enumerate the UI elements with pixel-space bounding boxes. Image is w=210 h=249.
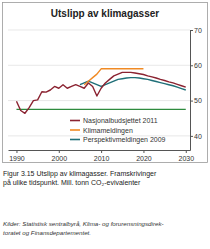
x-tick-label: 2010 xyxy=(94,155,110,162)
y-tick: 50 xyxy=(190,97,202,104)
chart: Utslipp av klimagasser 1990 2000 2010 2020 20… xyxy=(0,0,210,249)
plot-lines xyxy=(16,69,185,113)
x-axis-line xyxy=(9,150,191,151)
y-tick-mark xyxy=(190,30,193,31)
series-line xyxy=(16,109,185,110)
grid xyxy=(8,30,190,136)
y-tick-label: 50 xyxy=(194,97,202,104)
x-tick-mark xyxy=(143,150,144,153)
y-tick-label: 60 xyxy=(194,62,202,69)
series-line xyxy=(80,78,186,90)
caption: Figur 3.15 Utslipp av klimagasser. Frams… xyxy=(3,170,157,178)
y-tick: 60 xyxy=(190,62,202,69)
legend-label: Perspektivmeldingen 2009 xyxy=(83,136,166,144)
y-tick-label: 70 xyxy=(194,27,202,34)
legend-swatch xyxy=(70,139,80,141)
y-tick-label: 40 xyxy=(194,133,202,140)
x-axis: 1990 2000 2010 2020 2030 xyxy=(9,150,195,162)
x-tick-label: 2030 xyxy=(178,155,194,162)
x-tick-label: 2000 xyxy=(52,155,68,162)
y-tick: 70 xyxy=(190,27,202,34)
y-tick-mark xyxy=(190,136,193,137)
y-tick-mark xyxy=(190,101,193,102)
x-tick: 2030 xyxy=(178,150,194,162)
grid-line xyxy=(8,65,190,66)
source: Kilder: Statistisk sentralbyrå, Klima- o… xyxy=(3,220,164,227)
grid-line xyxy=(8,30,190,31)
y-tick: 40 xyxy=(190,133,202,140)
x-tick: 1990 xyxy=(9,150,25,162)
x-tick: 2000 xyxy=(52,150,68,162)
legend-label: Nasjonalbudsjettet 2011 xyxy=(83,117,158,125)
caption: på ulike tidspunkt. Mill. tonn CO₂-eviva… xyxy=(3,179,141,187)
source: toratet og Finansdepartementet. xyxy=(3,229,91,236)
y-axis: 40 50 60 70 xyxy=(190,27,202,151)
legend-label: Klimameldingen xyxy=(83,127,133,135)
x-tick-mark xyxy=(59,150,60,153)
x-tick-mark xyxy=(186,150,187,153)
y-axis-line xyxy=(190,31,191,151)
x-tick: 2020 xyxy=(136,150,152,162)
legend-swatch xyxy=(70,120,80,122)
y-tick-mark xyxy=(190,65,193,66)
x-tick: 2010 xyxy=(94,150,110,162)
x-tick-label: 1990 xyxy=(9,155,25,162)
title: Utslipp av klimagasser xyxy=(51,8,159,19)
legend: Nasjonalbudsjettet 2011 KlimameldingenPer… xyxy=(70,117,166,144)
x-tick-mark xyxy=(101,150,102,153)
panel-frame xyxy=(3,3,208,163)
legend-swatch xyxy=(70,129,80,131)
series-line xyxy=(16,72,185,113)
x-tick-label: 2020 xyxy=(136,155,152,162)
x-tick-mark xyxy=(16,150,17,153)
